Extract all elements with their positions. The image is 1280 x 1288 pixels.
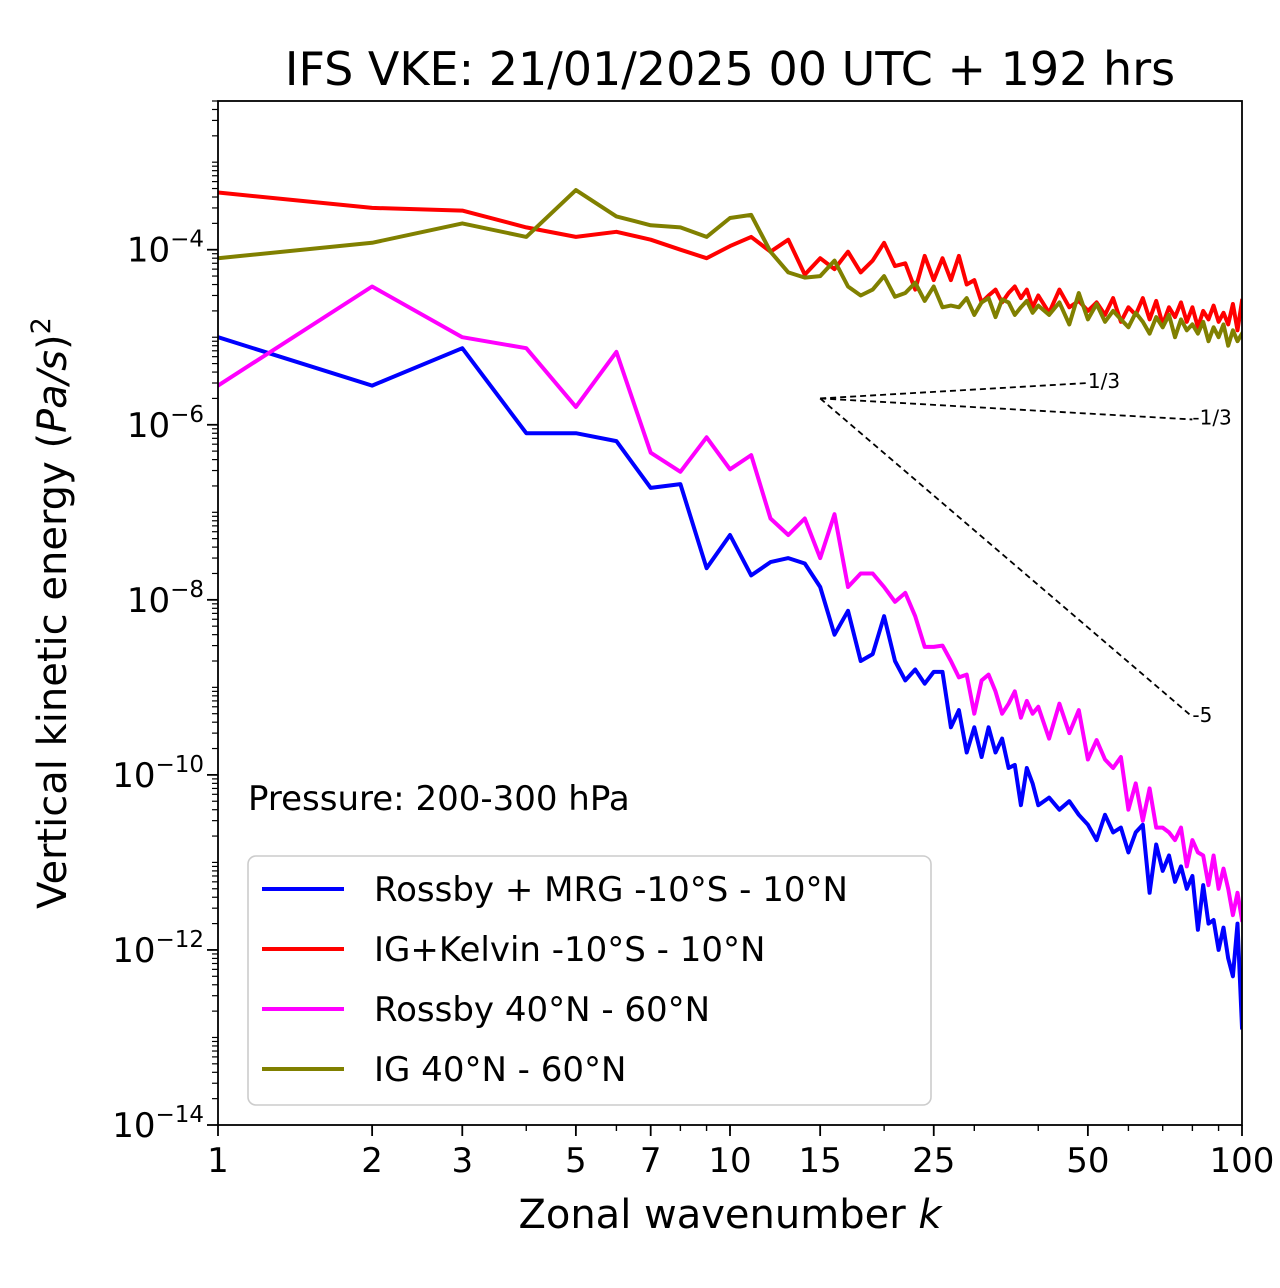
y-tick-base: 10 bbox=[127, 406, 170, 446]
y-tick-exponent: −14 bbox=[155, 1102, 204, 1128]
y-tick-label: 10−14 bbox=[112, 1102, 204, 1146]
reference-lines: 1/3 -1/3 -5 bbox=[819, 369, 1232, 727]
legend-label: Rossby + MRG -10°S - 10°N bbox=[374, 870, 848, 910]
y-tick-base: 10 bbox=[112, 756, 155, 796]
x-tick-label: 15 bbox=[799, 1141, 842, 1181]
y-tick-label: 10−6 bbox=[127, 402, 204, 446]
y-tick-exponent: −8 bbox=[170, 577, 204, 603]
y-axis-label: Vertical kinetic energy (Pa/s)2 bbox=[26, 317, 76, 909]
y-tick-label: 10−10 bbox=[112, 752, 204, 796]
y-axis-label-text: Vertical kinetic energy ( bbox=[30, 433, 76, 909]
y-tick-base: 10 bbox=[112, 1106, 155, 1146]
x-tick-label: 100 bbox=[1210, 1141, 1275, 1181]
reference-slope-label: -5 bbox=[1192, 703, 1212, 727]
x-axis-label-text: Zonal wavenumber bbox=[518, 1192, 918, 1238]
y-axis-label-close: ) bbox=[30, 334, 76, 350]
legend-label: IG+Kelvin -10°S - 10°N bbox=[374, 930, 765, 970]
x-tick-label: 1 bbox=[207, 1141, 229, 1181]
chart-title: IFS VKE: 21/01/2025 00 UTC + 192 hrs bbox=[285, 42, 1175, 96]
reference-slope-line bbox=[820, 382, 1088, 400]
y-tick-label: 10−8 bbox=[127, 577, 204, 621]
legend: Rossby + MRG -10°S - 10°N IG+Kelvin -10°S… bbox=[247, 855, 932, 1106]
pressure-annotation: Pressure: 200-300 hPa bbox=[248, 779, 630, 819]
y-tick-label: 10−12 bbox=[112, 927, 204, 971]
series-line-3 bbox=[218, 284, 1242, 923]
legend-box bbox=[247, 855, 932, 1106]
y-tick-base: 10 bbox=[127, 231, 170, 271]
x-axis-label-symbol: k bbox=[918, 1192, 943, 1238]
y-tick-base: 10 bbox=[112, 931, 155, 971]
x-tick-label: 7 bbox=[640, 1141, 662, 1181]
legend-label: Rossby 40°N - 60°N bbox=[374, 990, 710, 1030]
series-line-2 bbox=[218, 190, 1242, 333]
x-axis-label: Zonal wavenumber k bbox=[518, 1192, 943, 1238]
x-axis: 1 2 3 5 7 10 15 25 50 100 bbox=[207, 1125, 1274, 1181]
reference-slope-label: -1/3 bbox=[1192, 405, 1231, 429]
reference-slope-label: 1/3 bbox=[1088, 369, 1120, 393]
series-line-4 bbox=[218, 188, 1242, 348]
x-tick-label: 50 bbox=[1066, 1141, 1109, 1181]
x-tick-label: 5 bbox=[565, 1141, 587, 1181]
y-axis-label-unit: Pa/s bbox=[30, 350, 76, 433]
x-tick-label: 3 bbox=[451, 1141, 473, 1181]
reference-slope-line bbox=[819, 397, 1193, 718]
y-tick-base: 10 bbox=[127, 581, 170, 621]
x-tick-label: 2 bbox=[361, 1141, 383, 1181]
y-tick-exponent: −6 bbox=[170, 402, 204, 428]
y-axis-label-exponent: 2 bbox=[26, 317, 57, 334]
series-line-1 bbox=[218, 335, 1242, 1030]
y-tick-exponent: −10 bbox=[155, 752, 204, 778]
reference-slope-line bbox=[820, 397, 1193, 421]
series-lines bbox=[218, 188, 1242, 1030]
y-tick-exponent: −12 bbox=[155, 927, 204, 953]
legend-label: IG 40°N - 60°N bbox=[374, 1050, 626, 1090]
y-tick-exponent: −4 bbox=[170, 227, 204, 253]
x-tick-label: 10 bbox=[708, 1141, 751, 1181]
x-tick-label: 25 bbox=[912, 1141, 955, 1181]
y-tick-label: 10−4 bbox=[127, 227, 204, 271]
